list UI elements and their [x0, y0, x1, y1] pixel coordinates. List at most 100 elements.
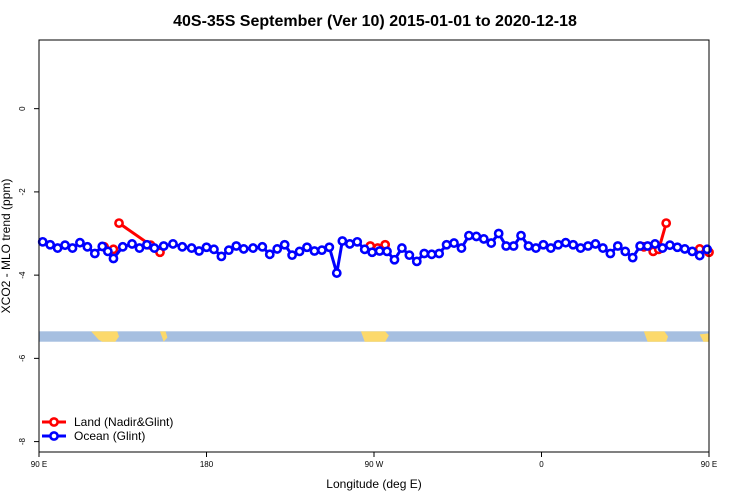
data-point [302, 242, 312, 253]
data-point [493, 228, 504, 239]
data-point [287, 250, 298, 261]
data-point [108, 253, 119, 264]
data-point [635, 241, 646, 251]
data-point [186, 243, 197, 253]
data-point [419, 248, 430, 259]
land-ocean-band [39, 331, 709, 342]
data-point [344, 239, 355, 249]
data-point [397, 243, 407, 253]
data-point [650, 239, 660, 249]
legend-entry: Ocean (Glint) [74, 429, 145, 443]
data-point [456, 243, 467, 253]
data-point [411, 256, 422, 267]
data-point [142, 239, 152, 250]
data-point [382, 246, 392, 257]
data-point [374, 246, 385, 256]
data-point [117, 241, 128, 252]
data-point [605, 248, 616, 259]
data-point [523, 241, 534, 251]
data-point [575, 243, 586, 253]
data-point [657, 243, 668, 253]
data-point [52, 243, 63, 253]
y-tick-label: -6 [18, 354, 27, 362]
data-point [89, 248, 100, 259]
x-axis-label: Longitude (deg E) [326, 477, 421, 491]
data-point [149, 243, 160, 253]
data-point [464, 230, 474, 241]
legend-marker [49, 431, 59, 441]
data-point [665, 240, 675, 251]
plot-frame [38, 39, 710, 453]
data-point [352, 236, 363, 247]
data-point [201, 242, 212, 253]
data-point [367, 247, 378, 258]
data-point [508, 241, 519, 251]
y-axis-label: XCO2 - MLO trend (ppm) [0, 179, 13, 314]
series-layer [37, 218, 714, 278]
y-tick-label: -2 [18, 188, 27, 196]
data-point [661, 218, 672, 229]
y-tick-label: 0 [18, 106, 27, 111]
land-patch [643, 331, 669, 342]
y-axis-ticks: 0 -2 -4 -6 -8 [18, 106, 39, 445]
data-point [434, 248, 445, 259]
data-point [449, 238, 459, 248]
x-tick-label: 90 E [31, 460, 47, 469]
land-patch [91, 331, 120, 342]
data-point [545, 243, 556, 253]
data-point [486, 238, 497, 248]
data-point [553, 239, 564, 250]
data-point [702, 244, 713, 255]
legend-marker [49, 417, 59, 427]
data-point [114, 218, 124, 229]
data-point [441, 239, 452, 250]
data-point [158, 241, 169, 251]
data-point [238, 244, 249, 254]
data-point [194, 246, 204, 256]
data-point [583, 241, 593, 251]
data-point [331, 268, 342, 278]
x-tick-label: 90 E [701, 460, 717, 469]
data-point [177, 241, 188, 252]
data-point [264, 249, 275, 260]
data-point [598, 243, 608, 253]
data-point [531, 243, 541, 253]
x-tick-label: 90 W [365, 460, 384, 469]
data-point [337, 236, 348, 246]
data-point [97, 241, 108, 252]
ocean-series [37, 228, 713, 278]
legend-entry: Land (Nadir&Glint) [74, 415, 173, 429]
x-tick-label: 180 [200, 460, 214, 469]
data-point [516, 230, 526, 241]
data-point [568, 239, 579, 250]
chart-title: 40S-35S September (Ver 10) 2015-01-01 to… [173, 13, 577, 30]
data-point [67, 243, 78, 253]
data-point [60, 240, 70, 251]
land-patch [159, 331, 168, 342]
data-point [471, 231, 482, 242]
data-point [127, 239, 137, 249]
data-point [102, 246, 113, 257]
data-point [538, 239, 549, 250]
legend: Land (Nadir&Glint)Ocean (Glint) [42, 415, 173, 443]
data-point [223, 245, 234, 256]
data-point [694, 250, 705, 261]
data-point [612, 241, 623, 251]
data-point [620, 246, 631, 257]
data-point [134, 243, 145, 253]
data-point [426, 249, 437, 260]
x-tick-label: 0 [539, 460, 544, 469]
y-tick-label: -4 [18, 271, 27, 279]
data-point [324, 242, 335, 253]
data-point [294, 246, 305, 257]
land-patch [360, 331, 389, 342]
data-point [359, 244, 370, 255]
data-point [168, 239, 178, 249]
data-point [389, 254, 400, 265]
data-point [272, 244, 283, 254]
data-point [37, 236, 48, 247]
data-point [216, 251, 227, 262]
data-point [209, 244, 219, 255]
data-point [309, 246, 320, 256]
